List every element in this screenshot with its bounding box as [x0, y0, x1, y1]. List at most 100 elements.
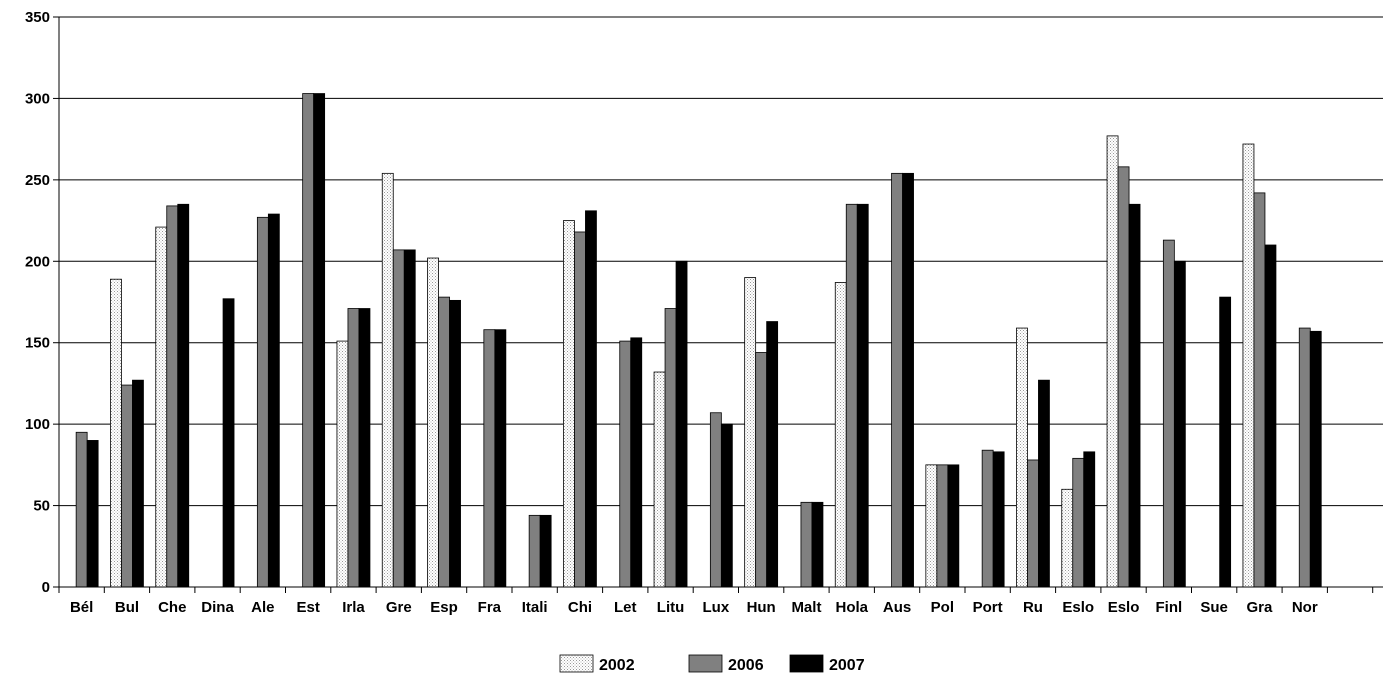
bar-2006-chi [574, 231, 586, 588]
bar-2007-lux [720, 423, 733, 588]
bar-2002-eslo [1106, 135, 1119, 588]
bar-2006-est [302, 93, 315, 588]
y-tick-label: 350 [25, 9, 50, 26]
bar-2007-dina [222, 298, 235, 588]
x-tick-label: Malt [791, 599, 821, 616]
bar-2007-malt [811, 501, 824, 588]
legend-label-2002: 2002 [599, 657, 635, 674]
bar-2002-litu [653, 371, 666, 588]
bar-2007-irla [358, 308, 371, 588]
x-tick-labels: Bél Bul Che Dina Ale Est Irla Gre Esp Fra Itali Chi… [70, 599, 1318, 616]
y-tick-labels: 0 50 100 150 200 250 300 350 [25, 9, 50, 596]
y-tick-label: 50 [33, 498, 50, 515]
bar-2002-eslo [1061, 488, 1074, 588]
bar-2007-gre [403, 249, 416, 588]
x-tick-label: Gre [386, 599, 412, 616]
legend-swatch-2002 [559, 654, 594, 673]
legend-label-2006: 2006 [728, 657, 764, 674]
y-tick-label: 150 [25, 335, 50, 352]
bar-2007-let [630, 337, 643, 588]
bar-2007-hola [856, 203, 869, 588]
bar-2006-irla [347, 308, 360, 588]
bar-2006-lux [709, 412, 722, 588]
bar-2002-chi [563, 220, 575, 588]
bar-2007-eslo [1083, 451, 1096, 588]
x-tick-label: Lux [703, 599, 730, 616]
x-tick-label: Litu [657, 599, 685, 616]
x-tick-label: Ale [251, 599, 274, 616]
x-tick-label: Hola [835, 599, 868, 616]
bar-2006-litu [664, 308, 677, 588]
bar-2006-eslo [1072, 457, 1085, 588]
bar-2006-bul [121, 384, 133, 588]
bar-2002-pol [925, 464, 938, 588]
x-tick-label: Itali [522, 599, 548, 616]
x-tick-label: Finl [1156, 599, 1183, 616]
bar-2006-fra [483, 329, 496, 588]
bar-2006-nor [1298, 327, 1311, 588]
x-tick-label: Bél [70, 599, 93, 616]
bar-2006-malt [800, 501, 813, 588]
bar-2002-irla [336, 340, 349, 588]
y-tick-label: 250 [25, 172, 50, 189]
bar-2006-gra [1253, 192, 1266, 588]
bars [75, 93, 1322, 588]
y-tick-label: 300 [25, 90, 50, 107]
bar-2007-litu [675, 260, 688, 588]
bar-2006-ale [256, 216, 269, 588]
bar-2002-esp [427, 257, 439, 588]
x-tick-label: Pol [931, 599, 954, 616]
bar-2007-fra [494, 329, 507, 588]
x-tick-label: Che [158, 599, 186, 616]
bar-2002-ru [1016, 327, 1028, 588]
bar-2006-bél [75, 431, 88, 588]
x-tick-label: Nor [1292, 599, 1318, 616]
x-tick-label: Ru [1023, 599, 1043, 616]
bar-2002-gre [381, 172, 394, 588]
bar-2002-gra [1242, 143, 1255, 588]
bar-2006-ru [1027, 459, 1039, 588]
axes [53, 16, 1383, 593]
bar-2006-hun [755, 352, 768, 588]
bar-2006-finl [1162, 239, 1175, 588]
x-tick-label: Gra [1247, 599, 1274, 616]
bar-2007-est [313, 93, 326, 588]
x-tick-label: Let [614, 599, 637, 616]
bar-2006-eslo [1117, 166, 1130, 588]
x-tick-label: Port [973, 599, 1003, 616]
bar-2007-gra [1264, 244, 1277, 588]
bar-2006-let [619, 340, 632, 588]
bar-2007-bul [132, 379, 144, 588]
legend-label-2007: 2007 [829, 657, 865, 674]
x-tick-label: Bul [115, 599, 139, 616]
bar-2007-eslo [1128, 203, 1141, 588]
bar-2002-bul [110, 278, 122, 588]
x-tick-label: Esp [430, 599, 458, 616]
bar-2007-finl [1173, 260, 1186, 588]
bar-2006-hola [845, 203, 858, 588]
legend-swatch-2006 [688, 654, 723, 673]
x-tick-label: Eslo [1108, 599, 1140, 616]
bar-2007-itali [539, 514, 552, 588]
x-tick-label: Irla [342, 599, 365, 616]
y-tick-label: 0 [42, 579, 50, 596]
bar-2007-bél [86, 440, 99, 588]
bar-2006-esp [438, 296, 450, 588]
bar-2007-nor [1309, 330, 1322, 588]
bar-2007-port [992, 451, 1005, 588]
bar-2002-hun [744, 277, 757, 588]
x-tick-label: Eslo [1062, 599, 1094, 616]
bar-2006-itali [528, 514, 541, 588]
bar-2002-hola [834, 282, 847, 588]
bar-2006-pol [936, 464, 949, 588]
legend: 2002 2006 2007 [559, 654, 865, 674]
bar-2007-ale [267, 213, 280, 588]
x-tick-label: Dina [201, 599, 234, 616]
y-tick-label: 100 [25, 416, 50, 433]
legend-swatch-2007 [789, 654, 824, 673]
x-tick-label: Fra [478, 599, 502, 616]
x-tick-label: Aus [883, 599, 911, 616]
x-tick-label: Chi [568, 599, 592, 616]
x-tick-label: Sue [1200, 599, 1228, 616]
